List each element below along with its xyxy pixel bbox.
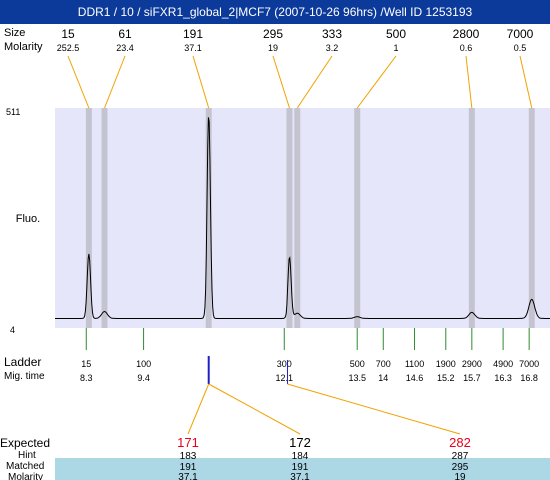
ladder-time-label: 14.6 [406, 373, 424, 383]
peak-band [469, 108, 475, 328]
expected-row-label: Expected [0, 436, 50, 450]
expected-connector [188, 384, 209, 434]
expected-size-value: 172 [289, 435, 311, 450]
matched-molarity-value: 19 [454, 472, 466, 480]
ladder-label: Ladder [4, 355, 41, 369]
peak-connector [520, 56, 532, 108]
peak-connector [273, 56, 289, 108]
ladder-size-label: 300 [277, 359, 292, 369]
peak-band [529, 108, 535, 328]
mig-time-label: Mig. time [4, 371, 45, 382]
y-axis-min-label: 4 [10, 325, 15, 335]
peak-molarity-label: 23.4 [116, 43, 134, 53]
ladder-size-label: 7000 [519, 359, 539, 369]
peak-size-label: 191 [183, 27, 203, 41]
molarity-row-label: Molarity [4, 41, 43, 53]
peak-connector [68, 56, 89, 108]
peak-size-label: 295 [263, 27, 283, 41]
ladder-size-label: 15 [81, 359, 91, 369]
hint-value: 287 [452, 451, 469, 462]
peak-connector [297, 56, 332, 108]
peak-band [354, 108, 360, 328]
hint-row-label: Hint [18, 450, 36, 461]
peak-connector [357, 56, 396, 108]
ladder-size-label: 2900 [462, 359, 482, 369]
ladder-time-label: 9.4 [137, 373, 150, 383]
ladder-size-label: 1100 [405, 359, 424, 369]
ladder-time-label: 16.8 [520, 373, 538, 383]
size-row-label: Size [4, 27, 25, 39]
peak-size-label: 333 [322, 27, 342, 41]
peak-molarity-label: 3.2 [326, 43, 339, 53]
y-axis-title: Fluo. [16, 213, 40, 225]
peak-size-label: 61 [118, 27, 132, 41]
matched-molarity-value: 37.1 [178, 472, 198, 480]
matched-molarity-value: 37.1 [290, 472, 310, 480]
peak-molarity-label: 37.1 [184, 43, 202, 53]
peak-size-label: 7000 [507, 27, 534, 41]
ladder-size-label: 1900 [436, 359, 456, 369]
peak-connector [193, 56, 209, 108]
peak-molarity-label: 252.5 [57, 43, 80, 53]
peak-band [102, 108, 108, 328]
peak-molarity-label: 1 [393, 43, 398, 53]
ladder-time-label: 15.7 [463, 373, 481, 383]
expected-size-value: 171 [177, 435, 199, 450]
ladder-time-label: 8.3 [80, 373, 93, 383]
ladder-size-label: 500 [350, 359, 365, 369]
ladder-time-label: 14 [378, 373, 388, 383]
peak-molarity-label: 0.6 [460, 43, 473, 53]
ladder-time-label: 16.3 [494, 373, 512, 383]
peak-connector [105, 56, 126, 108]
ladder-time-label: 15.2 [437, 373, 455, 383]
expected-connector [209, 384, 300, 434]
matched-row-label: Matched [6, 461, 44, 472]
peak-molarity-label: 19 [268, 43, 278, 53]
peak-size-label: 500 [386, 27, 406, 41]
peak-size-label: 2800 [453, 27, 480, 41]
peak-band [294, 108, 300, 328]
peak-size-label: 15 [61, 27, 75, 41]
ladder-size-label: 700 [376, 359, 391, 369]
expected-size-value: 282 [449, 435, 471, 450]
hint-value: 184 [292, 451, 309, 462]
hint-value: 183 [180, 451, 197, 462]
peak-connector [466, 56, 472, 108]
peak-molarity-label: 0.5 [514, 43, 527, 53]
ladder-size-label: 4900 [493, 359, 513, 369]
table-molarity-row-label: Molarity [8, 472, 43, 480]
ladder-time-label: 13.5 [348, 373, 366, 383]
plot-area [55, 108, 550, 328]
expected-connector [287, 384, 460, 434]
ladder-size-label: 100 [136, 359, 151, 369]
ladder-time-label: 12.1 [275, 373, 293, 383]
y-axis-max-label: 511 [6, 107, 20, 117]
